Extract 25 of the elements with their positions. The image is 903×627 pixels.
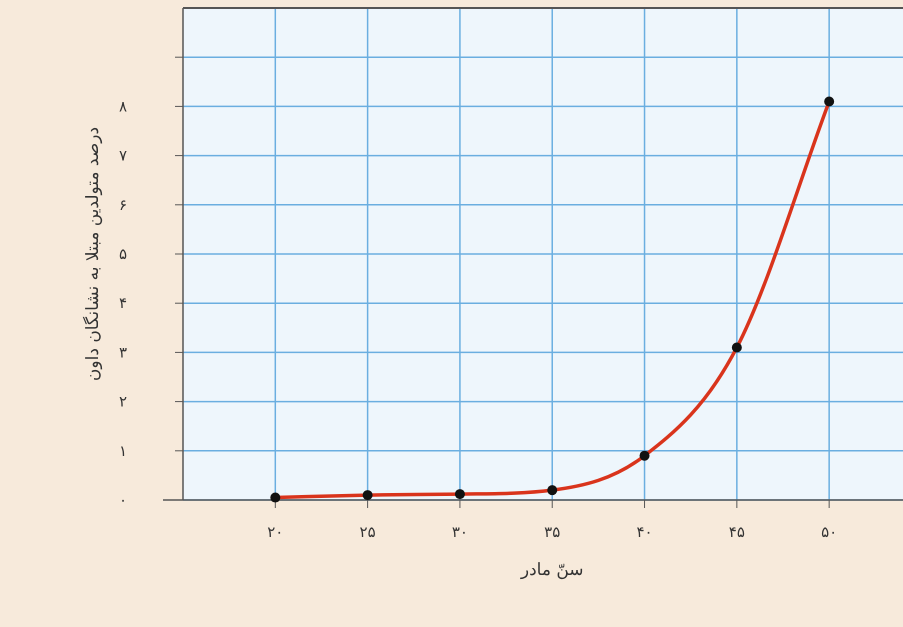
y-tick-label: ۴: [118, 294, 128, 312]
point: [640, 450, 650, 461]
x-axis-title: سنّ مادر: [520, 560, 584, 580]
x-tick-label: ۳۵: [544, 523, 560, 541]
point: [362, 490, 373, 500]
y-tick-label: ۶: [118, 196, 128, 214]
y-tick-label: ۸: [118, 97, 128, 116]
x-tick-label: ۳۰: [452, 523, 468, 541]
y-tick-label: ۷: [118, 146, 128, 165]
point: [547, 485, 558, 496]
x-tick-label: ۴۰: [636, 523, 653, 541]
y-tick-label: ۵: [118, 245, 128, 263]
point: [824, 96, 834, 106]
x-tick-label: ۲۰: [267, 523, 284, 541]
y-tick-label: ۱: [118, 442, 128, 460]
y-tick-label: ۰: [118, 491, 128, 509]
y-tick-label: ۲: [118, 392, 128, 411]
point: [454, 489, 465, 500]
y-tick-label: ۳: [118, 343, 128, 362]
x-tick-label: ۲۵: [360, 523, 376, 541]
point: [732, 342, 742, 352]
x-tick-label: ۴۵: [728, 523, 745, 541]
y-axis-title: درصد متولدین مبتلا به نشانگان داون: [82, 126, 103, 382]
point: [270, 492, 280, 503]
x-tick-label: ۵۰: [821, 523, 838, 541]
